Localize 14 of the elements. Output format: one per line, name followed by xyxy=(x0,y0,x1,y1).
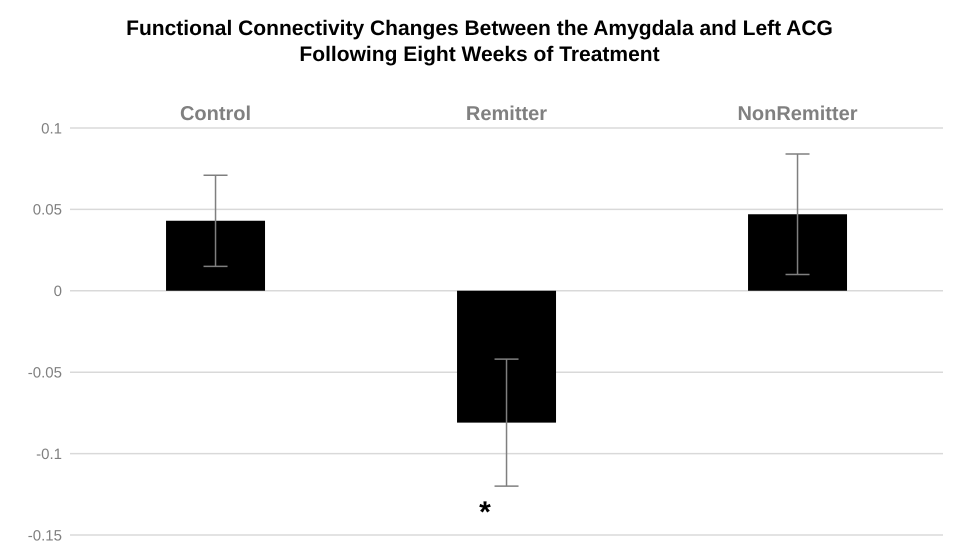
x-tick-label: Remitter xyxy=(466,103,548,125)
y-tick-label: 0.1 xyxy=(41,120,62,138)
y-tick-label: 0.05 xyxy=(32,202,62,219)
y-tick-label: 0 xyxy=(54,283,62,300)
x-tick-label: Control xyxy=(180,103,252,125)
bar xyxy=(166,220,266,291)
y-tick-label: -0.1 xyxy=(36,446,62,463)
x-tick-label: NonRemitter xyxy=(737,103,858,125)
bar xyxy=(748,214,848,291)
bar xyxy=(457,290,556,423)
annotation: * xyxy=(478,496,492,529)
y-tick-label: -0.15 xyxy=(28,527,62,544)
y-tick-label: -0.05 xyxy=(28,364,62,382)
chart-title: Functional Connectivity Changes Between the Amygdala and Left ACG Following Eight Weeks of Treatment xyxy=(125,16,834,68)
